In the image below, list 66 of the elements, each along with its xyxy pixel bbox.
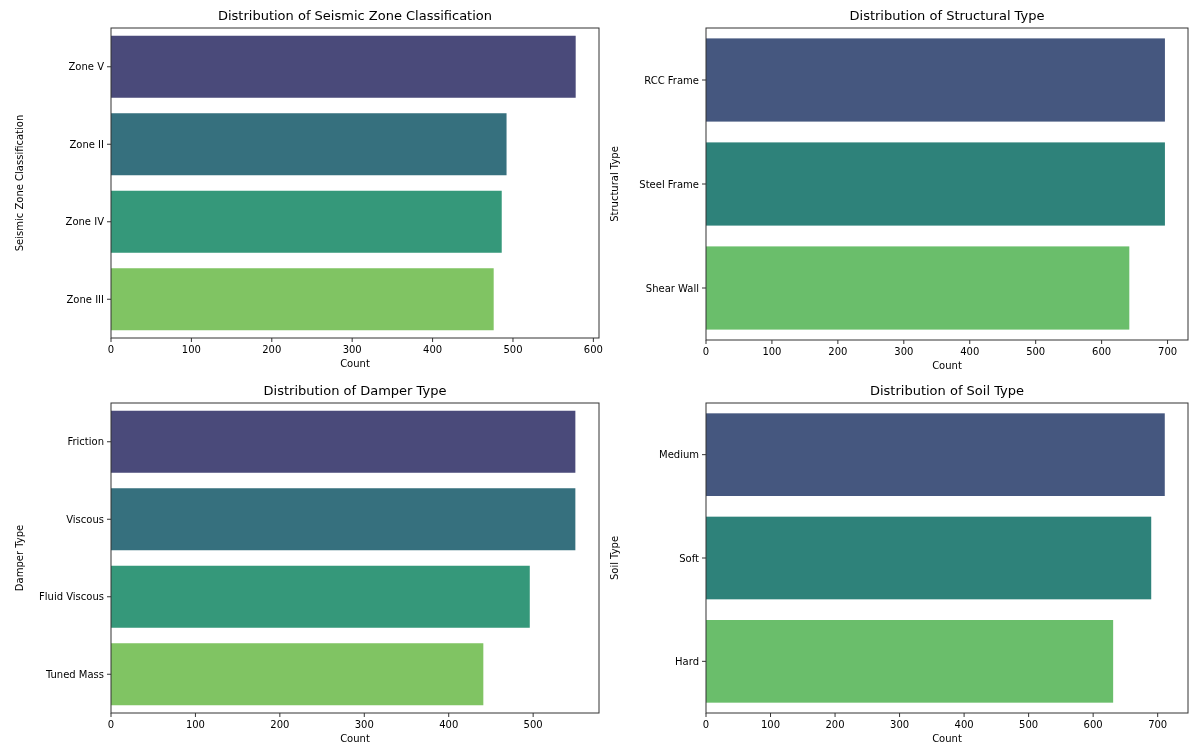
x-axis-title: Count: [932, 733, 962, 744]
chart-title: Distribution of Structural Type: [849, 8, 1045, 23]
x-axis-title: Count: [340, 358, 370, 369]
x-tick-label: 0: [702, 719, 710, 730]
x-tick-label: 600: [583, 344, 603, 355]
y-axis-title: Damper Type: [14, 524, 25, 592]
x-tick-label: 300: [890, 719, 910, 730]
y-tick-label: Soft: [679, 552, 700, 564]
bar: [706, 413, 1165, 496]
chart-title: Distribution of Seismic Zone Classification: [217, 8, 493, 23]
x-tick-label: 100: [762, 346, 782, 357]
y-tick-label: Tuned Mass: [44, 668, 104, 680]
x-tick-label: 400: [439, 719, 459, 730]
x-tick-label: 200: [262, 344, 282, 355]
y-axis-title: Seismic Zone Classification: [14, 114, 25, 252]
y-tick-label: Zone II: [69, 138, 104, 150]
x-tick-label: 500: [1026, 346, 1046, 357]
y-tick-label: Zone III: [66, 293, 104, 305]
y-tick-label: Viscous: [66, 513, 104, 525]
y-tick-label: Zone IV: [65, 216, 105, 228]
y-tick-label: RCC Frame: [644, 74, 699, 86]
bar: [111, 488, 576, 551]
bar: [111, 565, 530, 628]
x-tick-label: 300: [354, 719, 374, 730]
bar: [111, 410, 576, 473]
x-tick-label: 0: [107, 344, 115, 355]
y-tick-label: Friction: [67, 436, 104, 448]
x-tick-label: 500: [503, 344, 523, 355]
x-tick-label: 400: [423, 344, 443, 355]
x-tick-label: 600: [1092, 346, 1112, 357]
x-tick-label: 700: [1158, 346, 1178, 357]
y-tick-label: Fluid Viscous: [39, 591, 104, 603]
y-tick-label: Steel Frame: [639, 178, 699, 190]
x-tick-label: 200: [825, 719, 845, 730]
x-tick-label: 600: [1083, 719, 1103, 730]
bar: [111, 268, 494, 331]
x-tick-label: 500: [1019, 719, 1039, 730]
x-tick-label: 400: [960, 346, 980, 357]
x-tick-label: 300: [342, 344, 362, 355]
chart-title: Distribution of Soil Type: [869, 383, 1025, 398]
bar: [706, 620, 1114, 703]
bar: [111, 35, 576, 98]
x-tick-label: 100: [185, 719, 205, 730]
x-tick-label: 200: [828, 346, 848, 357]
y-tick-label: Hard: [675, 655, 699, 667]
x-tick-label: 300: [894, 346, 914, 357]
x-axis-title: Count: [340, 733, 370, 744]
bar: [706, 516, 1152, 600]
x-tick-label: 100: [760, 719, 781, 730]
x-tick-label: 700: [1148, 719, 1168, 730]
y-tick-label: Medium: [659, 449, 699, 461]
y-axis-title: Soil Type: [609, 535, 620, 581]
x-tick-label: 200: [270, 719, 290, 730]
y-tick-label: Shear Wall: [645, 282, 699, 294]
bar: [111, 113, 507, 176]
chart-title: Distribution of Damper Type: [263, 383, 447, 398]
x-tick-label: 0: [702, 346, 710, 357]
y-tick-label: Zone V: [68, 61, 105, 73]
x-tick-label: 100: [181, 344, 201, 355]
y-axis-title: Structural Type: [609, 146, 620, 222]
x-tick-label: 0: [107, 719, 115, 730]
bar: [111, 643, 484, 706]
bar: [111, 190, 502, 253]
x-tick-label: 400: [954, 719, 974, 730]
x-axis-title: Count: [932, 360, 962, 371]
x-tick-label: 500: [523, 719, 543, 730]
